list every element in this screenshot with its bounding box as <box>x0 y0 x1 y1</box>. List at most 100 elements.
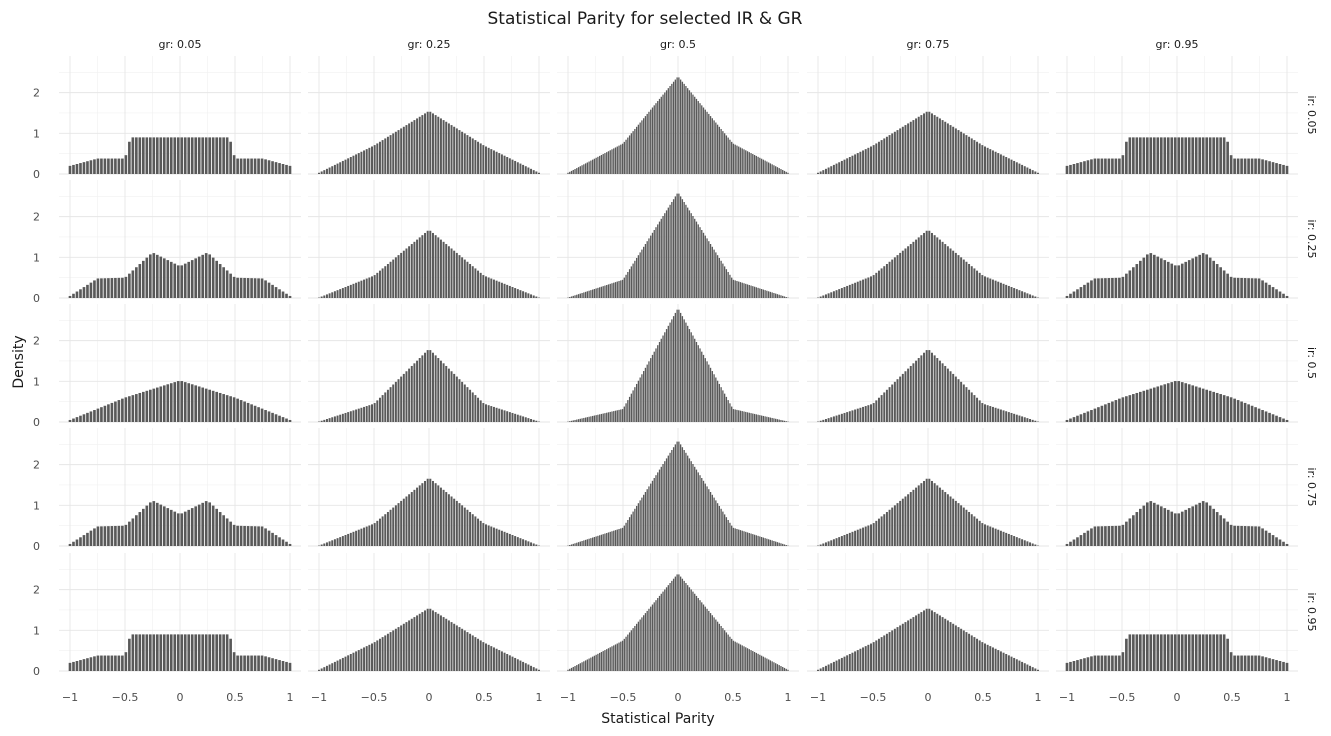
histogram-bar <box>872 523 875 546</box>
histogram-bar <box>394 505 397 546</box>
histogram-bar <box>355 154 358 174</box>
histogram-bar <box>787 172 789 174</box>
histogram-bar <box>250 655 253 671</box>
histogram-bar <box>840 160 843 174</box>
histogram-bar <box>100 278 103 298</box>
histogram-bar <box>738 643 740 671</box>
histogram-bar <box>479 640 482 671</box>
histogram-bar <box>650 606 652 671</box>
histogram-bar <box>426 350 429 422</box>
histogram-bar <box>657 598 659 671</box>
histogram-bar <box>530 419 533 422</box>
histogram-bar <box>767 417 770 422</box>
histogram-bar <box>89 530 93 546</box>
histogram-bar <box>732 143 735 174</box>
histogram-bar <box>574 169 576 174</box>
histogram-bar <box>965 387 968 422</box>
histogram-bar <box>339 289 342 298</box>
histogram-bar <box>602 651 604 671</box>
histogram-bar <box>1170 263 1174 298</box>
histogram-bar <box>630 393 633 422</box>
histogram-bar <box>949 371 952 422</box>
histogram-bar <box>1163 508 1167 546</box>
histogram-bar <box>368 525 371 546</box>
histogram-bar <box>392 507 395 546</box>
histogram-bar <box>1240 158 1243 174</box>
histogram-bar <box>1268 161 1271 174</box>
histogram-bar <box>114 158 117 174</box>
histogram-bar <box>771 292 773 298</box>
histogram-bar <box>1100 158 1104 174</box>
histogram-bar <box>602 413 604 422</box>
histogram-bar <box>466 135 469 174</box>
histogram-bar <box>750 413 752 422</box>
histogram-bar <box>1180 634 1184 671</box>
histogram-bar <box>194 634 198 671</box>
histogram-bar <box>830 166 833 174</box>
histogram-bar <box>511 159 514 174</box>
histogram-bar <box>1212 508 1215 546</box>
x-tick-label: 0 <box>925 691 932 704</box>
histogram-bar <box>912 489 915 546</box>
histogram-bar <box>635 126 638 174</box>
histogram-bar <box>766 161 768 174</box>
histogram-bar <box>410 244 413 298</box>
histogram-bar <box>421 612 424 671</box>
histogram-bar <box>183 137 187 174</box>
histogram-bar <box>1010 656 1013 671</box>
histogram-bar <box>912 363 915 422</box>
histogram-bar <box>1233 655 1236 671</box>
histogram-bar <box>630 133 633 174</box>
row-strip-label: ir: 0.95 <box>1305 592 1318 631</box>
histogram-bar <box>274 414 278 422</box>
histogram-bar <box>1005 411 1008 422</box>
histogram-bar <box>665 210 668 298</box>
histogram-bar <box>107 158 110 174</box>
histogram-bar <box>933 483 936 546</box>
histogram-bar <box>709 492 712 546</box>
histogram-bar <box>1149 253 1153 298</box>
histogram-bar <box>885 136 888 174</box>
histogram-bar <box>613 530 615 546</box>
histogram-bar <box>1285 543 1289 546</box>
histogram-bar <box>870 643 872 671</box>
histogram-bar <box>1184 383 1188 422</box>
histogram-bar <box>1031 667 1034 671</box>
histogram-bar <box>904 125 907 174</box>
facet-panel-ir_0.25__gr_0.75 <box>807 180 1049 299</box>
histogram-bar <box>769 417 772 422</box>
histogram-bar <box>915 239 918 298</box>
histogram-bar <box>1264 411 1268 422</box>
histogram-bar <box>817 172 819 174</box>
histogram-bar <box>82 659 86 671</box>
histogram-bar <box>917 116 920 174</box>
x-tick-label: 1 <box>1035 691 1042 704</box>
histogram-bar <box>187 137 191 174</box>
histogram-bar <box>323 419 326 422</box>
histogram-bar <box>1104 655 1107 671</box>
histogram-bar <box>236 158 239 174</box>
histogram-bar <box>984 524 986 546</box>
histogram-bar <box>278 289 281 298</box>
histogram-bar <box>490 278 493 298</box>
histogram-bar <box>667 455 669 546</box>
histogram-bar <box>274 287 278 298</box>
histogram-bar <box>278 163 281 174</box>
histogram-bar <box>169 634 173 671</box>
histogram-bar <box>1240 525 1243 546</box>
histogram-bar <box>1205 634 1208 671</box>
histogram-bar <box>660 218 662 298</box>
histogram-bar <box>639 619 641 671</box>
histogram-bar <box>641 120 643 174</box>
histogram-bar <box>832 539 835 546</box>
histogram-bar <box>1180 382 1184 422</box>
histogram-bar <box>1021 416 1024 422</box>
histogram-bar <box>994 151 997 174</box>
histogram-bar <box>944 365 947 422</box>
histogram-bar <box>685 452 687 546</box>
histogram-bar <box>708 489 710 546</box>
histogram-bar <box>923 232 926 298</box>
histogram-bar <box>495 528 498 546</box>
histogram-bar <box>720 387 722 422</box>
